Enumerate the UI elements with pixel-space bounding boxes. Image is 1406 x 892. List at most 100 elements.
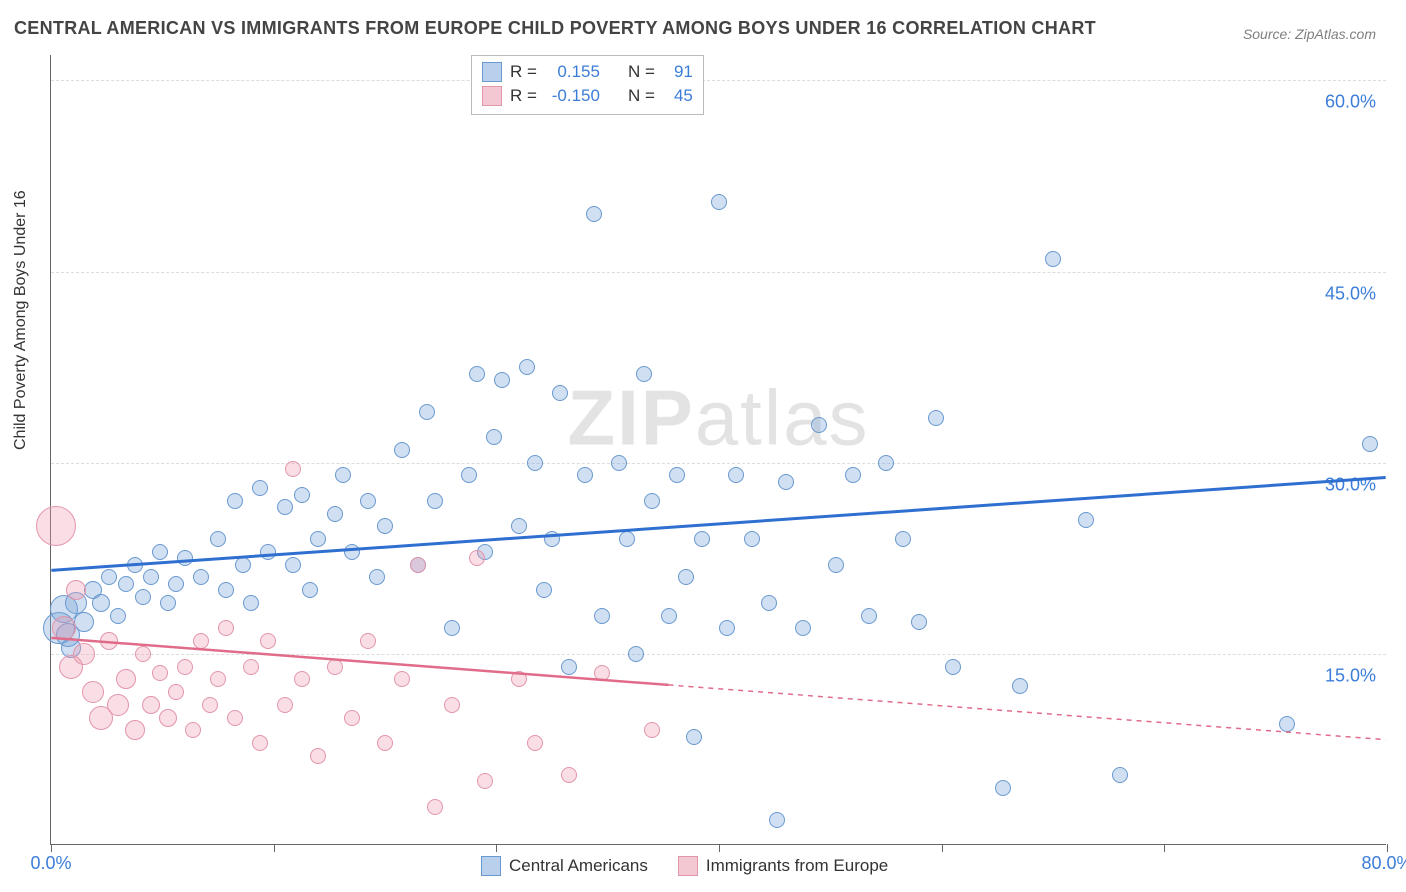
scatter-point bbox=[427, 799, 443, 815]
gridline bbox=[51, 463, 1386, 464]
scatter-point bbox=[519, 359, 535, 375]
scatter-point bbox=[1362, 436, 1378, 452]
gridline bbox=[51, 80, 1386, 81]
n-value: 45 bbox=[663, 84, 693, 108]
scatter-point bbox=[294, 487, 310, 503]
scatter-point bbox=[168, 684, 184, 700]
scatter-point bbox=[302, 582, 318, 598]
r-value: -0.150 bbox=[545, 84, 600, 108]
r-label: R = bbox=[510, 60, 537, 84]
scatter-point bbox=[101, 569, 117, 585]
gridline bbox=[51, 272, 1386, 273]
scatter-point bbox=[177, 659, 193, 675]
scatter-point bbox=[461, 467, 477, 483]
scatter-point bbox=[118, 576, 134, 592]
stats-row: R = 0.155 N = 91 bbox=[482, 60, 693, 84]
correlation-stats-box: R = 0.155 N = 91R = -0.150 N = 45 bbox=[471, 55, 704, 115]
scatter-point bbox=[711, 194, 727, 210]
scatter-point bbox=[260, 544, 276, 560]
scatter-point bbox=[694, 531, 710, 547]
x-tick-label-right: 80.0% bbox=[1361, 853, 1406, 874]
scatter-point bbox=[828, 557, 844, 573]
y-tick-label: 60.0% bbox=[1325, 92, 1376, 113]
x-tick bbox=[719, 844, 720, 852]
scatter-point bbox=[444, 620, 460, 636]
scatter-point bbox=[661, 608, 677, 624]
scatter-point bbox=[394, 442, 410, 458]
scatter-point bbox=[1045, 251, 1061, 267]
scatter-point bbox=[260, 633, 276, 649]
scatter-point bbox=[795, 620, 811, 636]
scatter-point bbox=[110, 608, 126, 624]
scatter-point bbox=[127, 557, 143, 573]
scatter-point bbox=[644, 722, 660, 738]
scatter-point bbox=[310, 748, 326, 764]
scatter-point bbox=[778, 474, 794, 490]
scatter-point bbox=[243, 659, 259, 675]
scatter-point bbox=[252, 480, 268, 496]
trend-lines bbox=[51, 55, 1386, 844]
scatter-point bbox=[294, 671, 310, 687]
scatter-point bbox=[285, 557, 301, 573]
scatter-point bbox=[878, 455, 894, 471]
scatter-point bbox=[92, 594, 110, 612]
scatter-point bbox=[125, 720, 145, 740]
scatter-point bbox=[577, 467, 593, 483]
scatter-point bbox=[1078, 512, 1094, 528]
scatter-point bbox=[527, 735, 543, 751]
y-tick-label: 15.0% bbox=[1325, 665, 1376, 686]
scatter-point bbox=[410, 557, 426, 573]
scatter-point bbox=[686, 729, 702, 745]
scatter-point bbox=[744, 531, 760, 547]
scatter-point bbox=[728, 467, 744, 483]
scatter-point bbox=[168, 576, 184, 592]
scatter-point bbox=[469, 366, 485, 382]
legend-item: Central Americans bbox=[481, 856, 648, 876]
scatter-point bbox=[561, 767, 577, 783]
y-tick-label: 30.0% bbox=[1325, 474, 1376, 495]
scatter-point bbox=[36, 506, 76, 546]
legend-swatch bbox=[481, 856, 501, 876]
gridline bbox=[51, 654, 1386, 655]
scatter-point bbox=[945, 659, 961, 675]
scatter-point bbox=[177, 550, 193, 566]
scatter-point bbox=[360, 633, 376, 649]
scatter-point bbox=[1012, 678, 1028, 694]
scatter-point bbox=[227, 710, 243, 726]
legend-label: Immigrants from Europe bbox=[706, 856, 888, 876]
bottom-legend: Central Americans Immigrants from Europe bbox=[481, 856, 888, 876]
x-tick bbox=[496, 844, 497, 852]
scatter-point bbox=[210, 671, 226, 687]
r-value: 0.155 bbox=[545, 60, 600, 84]
scatter-point bbox=[327, 659, 343, 675]
scatter-point bbox=[1279, 716, 1295, 732]
scatter-point bbox=[66, 580, 86, 600]
y-axis-label: Child Poverty Among Boys Under 16 bbox=[12, 190, 30, 450]
scatter-point bbox=[527, 455, 543, 471]
source-attribution: Source: ZipAtlas.com bbox=[1243, 26, 1376, 42]
scatter-point bbox=[636, 366, 652, 382]
scatter-point bbox=[594, 665, 610, 681]
scatter-point bbox=[218, 620, 234, 636]
scatter-point bbox=[769, 812, 785, 828]
scatter-point bbox=[628, 646, 644, 662]
scatter-point bbox=[159, 709, 177, 727]
legend-label: Central Americans bbox=[509, 856, 648, 876]
series-swatch bbox=[482, 62, 502, 82]
scatter-point bbox=[536, 582, 552, 598]
n-label: N = bbox=[628, 84, 655, 108]
n-label: N = bbox=[628, 60, 655, 84]
x-tick bbox=[1164, 844, 1165, 852]
n-value: 91 bbox=[663, 60, 693, 84]
scatter-point bbox=[327, 506, 343, 522]
scatter-point bbox=[285, 461, 301, 477]
scatter-point bbox=[861, 608, 877, 624]
scatter-point bbox=[152, 665, 168, 681]
scatter-point bbox=[142, 696, 160, 714]
scatter-point bbox=[52, 616, 76, 640]
scatter-point bbox=[135, 589, 151, 605]
x-tick bbox=[51, 844, 52, 852]
scatter-point bbox=[202, 697, 218, 713]
scatter-point bbox=[218, 582, 234, 598]
scatter-point bbox=[719, 620, 735, 636]
